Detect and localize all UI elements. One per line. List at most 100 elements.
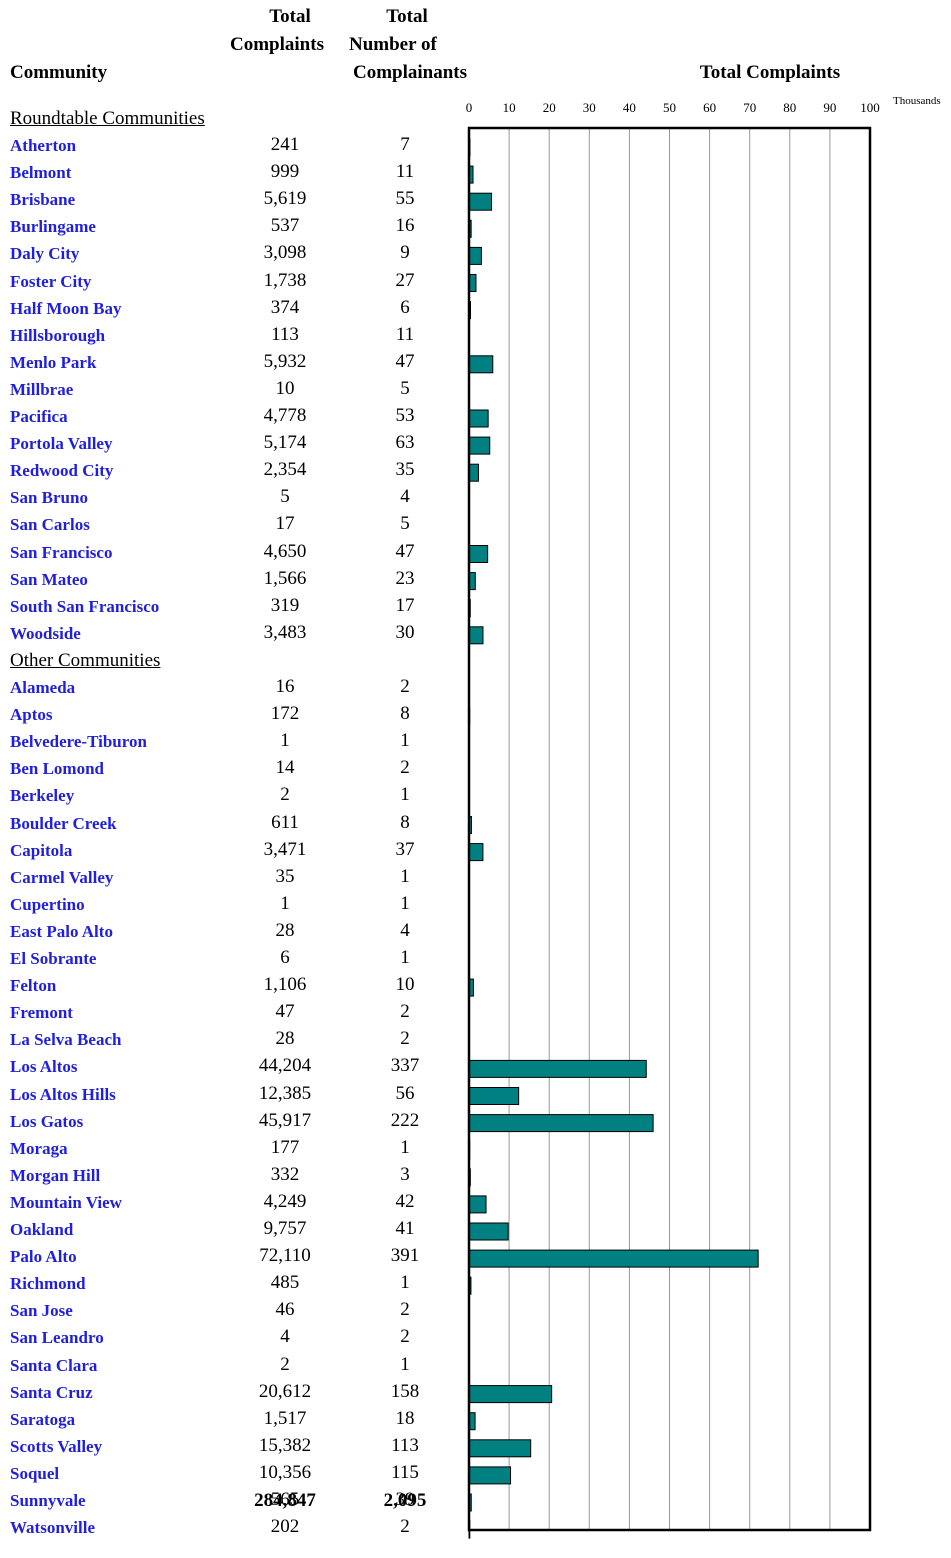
x-tick-label: 60 — [703, 100, 716, 115]
community-name[interactable]: Woodside — [10, 623, 81, 643]
community-name[interactable]: Ben Lomond — [10, 759, 104, 779]
complaints-value: 12,385 — [258, 1082, 312, 1104]
community-name[interactable]: Boulder Creek — [10, 813, 117, 833]
table-row: Sunnyvale 565 39 — [0, 1487, 470, 1514]
table-row: Belvedere-Tiburon 1 1 — [0, 728, 470, 755]
community-name[interactable]: Portola Valley — [10, 434, 113, 454]
community-name[interactable]: San Francisco — [10, 542, 113, 562]
complainants-value: 27 — [395, 269, 415, 291]
community-name[interactable]: San Jose — [10, 1301, 73, 1321]
bar — [468, 1249, 759, 1268]
complaints-value: 14 — [275, 757, 295, 779]
community-name[interactable]: Belvedere-Tiburon — [10, 732, 147, 752]
table-row: Palo Alto 72,110 391 — [0, 1243, 470, 1270]
community-name[interactable]: Morgan Hill — [10, 1165, 101, 1185]
community-name[interactable]: Mountain View — [10, 1192, 122, 1212]
community-name[interactable]: Brisbane — [10, 190, 76, 210]
community-name[interactable]: Santa Cruz — [10, 1382, 93, 1402]
community-name[interactable]: Los Altos — [10, 1057, 78, 1077]
community-name[interactable]: Alameda — [10, 678, 76, 697]
community-name[interactable]: San Mateo — [10, 569, 88, 589]
x-tick-label: 0 — [466, 100, 473, 115]
bar — [468, 192, 493, 211]
table-row: East Palo Alto 28 4 — [0, 918, 470, 945]
community-name[interactable]: Daly City — [10, 244, 80, 264]
community-name[interactable]: La Selva Beach — [10, 1030, 122, 1050]
community-name[interactable]: Sunnyvale — [10, 1491, 86, 1510]
community-name[interactable]: Burlingame — [10, 217, 96, 237]
table-row: San Carlos 17 5 — [0, 511, 470, 538]
chart-title: Total Complaints — [699, 62, 841, 83]
complainants-value: 1 — [400, 1136, 410, 1158]
complainants-value: 8 — [400, 811, 410, 833]
community-name[interactable]: Foster City — [10, 271, 92, 291]
community-name[interactable]: San Leandro — [10, 1328, 104, 1348]
community-name[interactable]: Saratoga — [10, 1409, 76, 1429]
community-name[interactable]: Capitola — [10, 840, 73, 860]
complainants-value: 2 — [400, 1028, 410, 1050]
community-name[interactable]: El Sobrante — [10, 949, 97, 968]
community-name[interactable]: Hillsborough — [10, 325, 106, 345]
table-row: Santa Cruz 20,612 158 — [0, 1379, 470, 1406]
community-name[interactable]: San Carlos — [10, 515, 90, 535]
x-tick-label: 20 — [543, 100, 556, 115]
community-name[interactable]: Fremont — [10, 1003, 73, 1023]
community-name[interactable]: Felton — [10, 976, 57, 996]
table-row: Watsonville 202 2 — [0, 1514, 470, 1541]
table-row: Scotts Valley 15,382 113 — [0, 1433, 470, 1460]
community-name[interactable]: Santa Clara — [10, 1355, 98, 1375]
community-name[interactable]: South San Francisco — [10, 596, 160, 616]
bar — [468, 1114, 654, 1133]
community-name[interactable]: Scotts Valley — [10, 1436, 103, 1456]
complaints-value: 16 — [275, 676, 295, 697]
complainants-value: 158 — [390, 1380, 420, 1402]
complainants-value: 53 — [395, 405, 415, 426]
table-row: Los Altos 44,204 337 — [0, 1053, 470, 1080]
community-name[interactable]: Menlo Park — [10, 352, 97, 372]
community-name[interactable]: Millbrae — [10, 379, 74, 399]
header-community: Community — [10, 62, 108, 83]
complainants-value: 23 — [395, 567, 415, 589]
complainants-value: 39 — [395, 1489, 415, 1510]
table-row: Ben Lomond 14 2 — [0, 755, 470, 782]
community-name[interactable]: Redwood City — [10, 461, 114, 481]
community-name[interactable]: Oakland — [10, 1220, 74, 1239]
complainants-value: 4 — [400, 919, 410, 941]
complaints-value: 1,738 — [263, 269, 307, 291]
complaints-value: 28 — [275, 919, 295, 941]
complaints-value: 1 — [280, 892, 290, 914]
community-name[interactable]: San Bruno — [10, 488, 88, 508]
community-name[interactable]: Watsonville — [10, 1518, 96, 1538]
community-name[interactable]: Los Gatos — [10, 1111, 84, 1131]
table-row: Burlingame 537 16 — [0, 213, 470, 240]
table-row: La Selva Beach 28 2 — [0, 1026, 470, 1053]
community-name[interactable]: Richmond — [10, 1274, 86, 1294]
complainants-value: 337 — [390, 1055, 420, 1077]
complaints-value: 46 — [275, 1299, 295, 1321]
table-row: Alameda 16 2 — [0, 674, 470, 701]
complaints-value: 4,778 — [263, 405, 307, 426]
community-name[interactable]: Aptos — [10, 705, 53, 725]
community-name[interactable]: Berkeley — [10, 786, 75, 806]
community-name[interactable]: Belmont — [10, 163, 72, 183]
complaints-value: 374 — [270, 296, 300, 318]
community-name[interactable]: Palo Alto — [10, 1247, 77, 1267]
community-name[interactable]: Pacifica — [10, 407, 68, 426]
complaints-value: 4 — [280, 1326, 290, 1348]
complaints-value: 20,612 — [258, 1380, 312, 1402]
community-name[interactable]: Carmel Valley — [10, 867, 114, 887]
community-name[interactable]: Los Altos Hills — [10, 1084, 116, 1104]
community-name[interactable]: East Palo Alto — [10, 921, 113, 941]
table-row: El Sobrante 6 1 — [0, 945, 470, 972]
community-name[interactable]: Atherton — [10, 136, 77, 155]
community-name[interactable]: Half Moon Bay — [10, 298, 122, 318]
complaints-value: 2 — [280, 1353, 290, 1375]
x-tick-label: 80 — [783, 100, 796, 115]
table-row: Foster City 1,738 27 — [0, 268, 470, 295]
community-name[interactable]: Cupertino — [10, 894, 85, 914]
complainants-value: 2 — [400, 1001, 410, 1023]
complainants-value: 2 — [400, 676, 410, 697]
bar — [468, 545, 489, 563]
community-name[interactable]: Moraga — [10, 1138, 68, 1158]
community-name[interactable]: Soquel — [10, 1463, 60, 1483]
